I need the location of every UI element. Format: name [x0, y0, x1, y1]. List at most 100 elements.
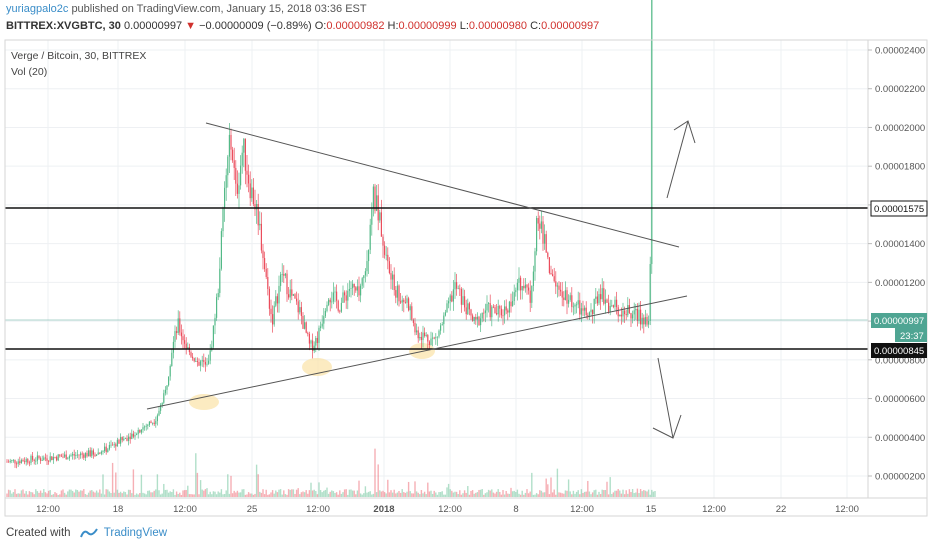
- candle-body: [240, 165, 242, 186]
- candle-body: [532, 271, 534, 286]
- candle-body: [65, 454, 67, 460]
- volume-bar: [380, 491, 383, 497]
- volume-bar: [70, 489, 72, 497]
- candle-body: [68, 456, 70, 459]
- candle-body: [515, 290, 517, 293]
- volume-bar: [33, 494, 35, 497]
- candle-body: [384, 245, 386, 255]
- volume-bar: [273, 493, 275, 497]
- volume-bar: [625, 490, 627, 497]
- volume-bar: [491, 489, 493, 497]
- volume-bar: [551, 492, 554, 497]
- breakdown-down-arrow[interactable]: [652, 357, 682, 439]
- volume-bar: [460, 494, 463, 497]
- series-title[interactable]: Verge / Bitcoin, 30, BITTREX: [11, 50, 146, 62]
- candle-body: [417, 330, 419, 339]
- candle-body: [64, 454, 66, 457]
- volume-bar: [14, 489, 16, 497]
- tradingview-brand-link[interactable]: TradingView: [103, 527, 168, 539]
- candle-body: [451, 295, 453, 302]
- volume-bar: [49, 490, 51, 497]
- volume-bar: [486, 492, 488, 497]
- volume-bar: [603, 490, 605, 497]
- volume-bar: [199, 480, 202, 497]
- volume-bar: [27, 494, 29, 497]
- volume-bar: [334, 493, 336, 497]
- volume-bar: [454, 491, 456, 497]
- candle-body: [280, 274, 282, 286]
- volume-bar: [239, 492, 242, 497]
- volume-bar: [484, 493, 487, 497]
- time-axis[interactable]: 12:00 18 12:00 25 12:00 2018 12:00 8 12:00 15 12:0…: [36, 504, 859, 515]
- candle-body: [147, 424, 149, 426]
- volume-bar: [78, 491, 80, 497]
- candle-body: [564, 290, 566, 300]
- volume-bar: [156, 474, 159, 497]
- candle-body: [585, 307, 587, 315]
- volume-bar: [92, 491, 95, 497]
- volume-bar: [337, 494, 339, 497]
- volume-bar: [513, 490, 515, 497]
- author-link[interactable]: yuriagpalo2c: [6, 3, 69, 15]
- candle-body: [390, 273, 392, 280]
- volume-bar: [196, 472, 199, 497]
- volume-bar: [548, 494, 551, 497]
- candle-body: [611, 305, 613, 307]
- volume-bar: [113, 492, 115, 497]
- volume-bar: [622, 489, 624, 497]
- candle-body: [233, 160, 235, 168]
- volume-bar: [558, 492, 560, 497]
- volume-bar: [542, 492, 544, 497]
- volume-bar: [388, 492, 391, 497]
- volume-bar: [523, 494, 525, 497]
- candle-body: [264, 258, 266, 269]
- ascending-trendline[interactable]: [146, 295, 688, 410]
- candle-body: [406, 298, 408, 303]
- volume-bar: [462, 493, 464, 497]
- x-tick-label: 12:00: [702, 504, 726, 515]
- candle-body: [603, 288, 605, 304]
- candle-body: [536, 218, 538, 252]
- volume-bar: [609, 477, 611, 497]
- candle-body: [630, 312, 632, 319]
- candle-body: [547, 252, 549, 258]
- candle-body: [142, 427, 144, 430]
- candle-body: [572, 306, 574, 308]
- candle-body: [270, 308, 272, 315]
- volume-bar: [203, 490, 205, 497]
- candle-body: [372, 186, 374, 208]
- volume-indicator-label[interactable]: Vol (20): [11, 66, 47, 78]
- close-label: C:: [530, 20, 542, 32]
- volume-bar: [225, 490, 227, 497]
- candle-body: [136, 434, 138, 436]
- volume-bar: [215, 494, 218, 497]
- candle-body: [96, 454, 98, 456]
- descending-trendline[interactable]: [205, 122, 680, 248]
- breakout-up-arrow[interactable]: [666, 120, 696, 199]
- volume-bar: [179, 492, 181, 497]
- volume-bar: [129, 489, 131, 497]
- candle-body: [97, 452, 99, 455]
- candle-body: [129, 436, 131, 440]
- candle-body: [388, 261, 390, 274]
- volume-bar: [183, 490, 186, 497]
- volume-bar: [222, 494, 224, 497]
- volume-bar: [87, 492, 90, 497]
- candle-body: [51, 456, 53, 460]
- volume-bar: [348, 489, 351, 497]
- change-value: −0.00000009 (−0.89%): [199, 20, 312, 32]
- volume-bar: [451, 490, 453, 497]
- volume-bar: [23, 493, 26, 497]
- volume-bar: [363, 493, 365, 497]
- candle-body: [208, 360, 210, 364]
- badge-countdown-text: 23:37: [900, 331, 924, 342]
- volume-bar: [412, 493, 415, 497]
- price-axis[interactable]: 0.00000200 0.00000400 0.00000600 0.00000800…: [868, 46, 925, 483]
- y-tick-label: 0.00000400: [875, 433, 925, 444]
- volume-bar: [550, 477, 552, 497]
- candle-body: [166, 385, 168, 390]
- volume-bar: [110, 492, 112, 497]
- volume-bar: [259, 491, 261, 497]
- candle-body: [220, 231, 222, 269]
- volume-bar: [59, 494, 61, 497]
